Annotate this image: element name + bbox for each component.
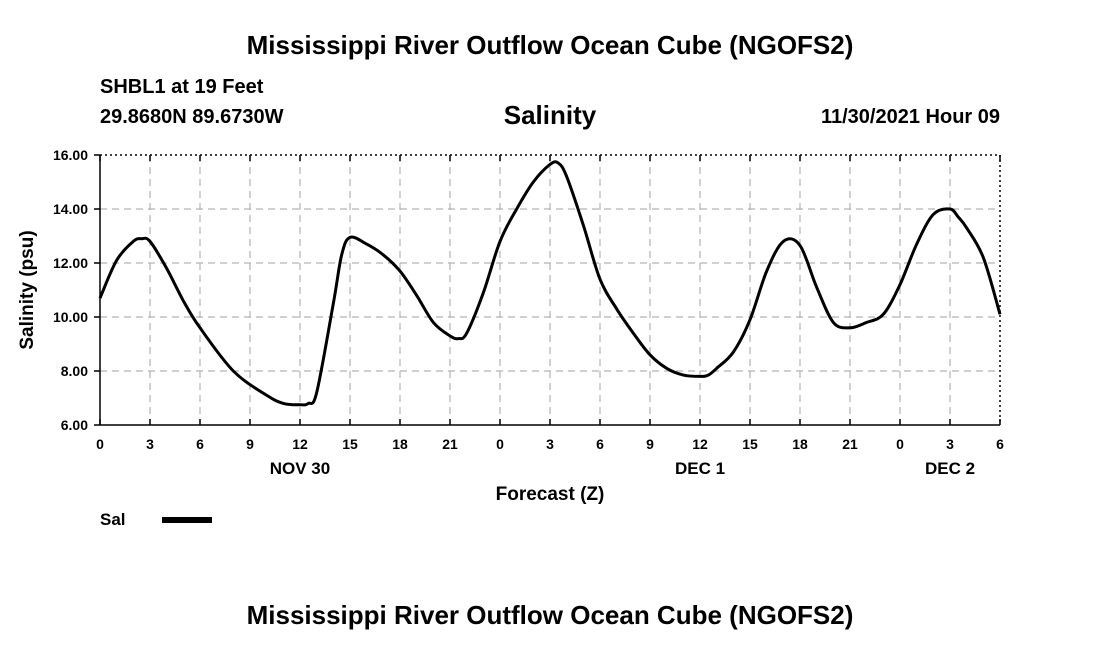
y-tick-label: 14.00 [53,201,88,217]
x-tick-label: 18 [792,436,808,452]
x-tick-label: 0 [896,436,904,452]
main-title: Mississippi River Outflow Ocean Cube (NG… [246,30,854,60]
x-tick-label: 0 [96,436,104,452]
x-tick-label: 15 [342,436,358,452]
y-tick-label: 16.00 [53,147,88,163]
y-axis-title: Salinity (psu) [17,230,38,349]
footer-title: Mississippi River Outflow Ocean Cube (NG… [246,600,854,630]
forecast-datetime: 11/30/2021 Hour 09 [820,106,1000,128]
y-tick-label: 12.00 [53,255,88,271]
x-tick-label: 3 [146,436,154,452]
x-tick-label: 21 [842,436,858,452]
x-tick-label: 0 [496,436,504,452]
station-label: SHBL1 at 19 Feet [100,76,264,98]
x-tick-label: 6 [996,436,1004,452]
chart-title: Salinity [503,100,597,130]
legend-label: Sal [100,510,126,529]
x-tick-label: 3 [546,436,554,452]
x-tick-label: 3 [946,436,954,452]
x-tick-label: 6 [196,436,204,452]
coordinates-label: 29.8680N 89.6730W [100,106,284,128]
series-line-sal [98,160,1002,407]
day-label: NOV 30 [270,459,330,478]
day-label: DEC 1 [675,459,725,478]
y-tick-label: 8.00 [61,363,88,379]
x-axis-title: Forecast (Z) [496,484,605,505]
x-tick-label: 6 [596,436,604,452]
y-tick-label: 10.00 [53,309,88,325]
day-label: DEC 2 [925,459,975,478]
x-tick-label: 9 [646,436,654,452]
x-tick-label: 9 [246,436,254,452]
x-tick-label: 15 [742,436,758,452]
legend-swatch [162,517,212,523]
x-tick-label: 12 [692,436,708,452]
x-tick-label: 12 [292,436,308,452]
x-tick-label: 18 [392,436,408,452]
y-tick-label: 6.00 [61,417,88,433]
x-tick-label: 21 [442,436,458,452]
